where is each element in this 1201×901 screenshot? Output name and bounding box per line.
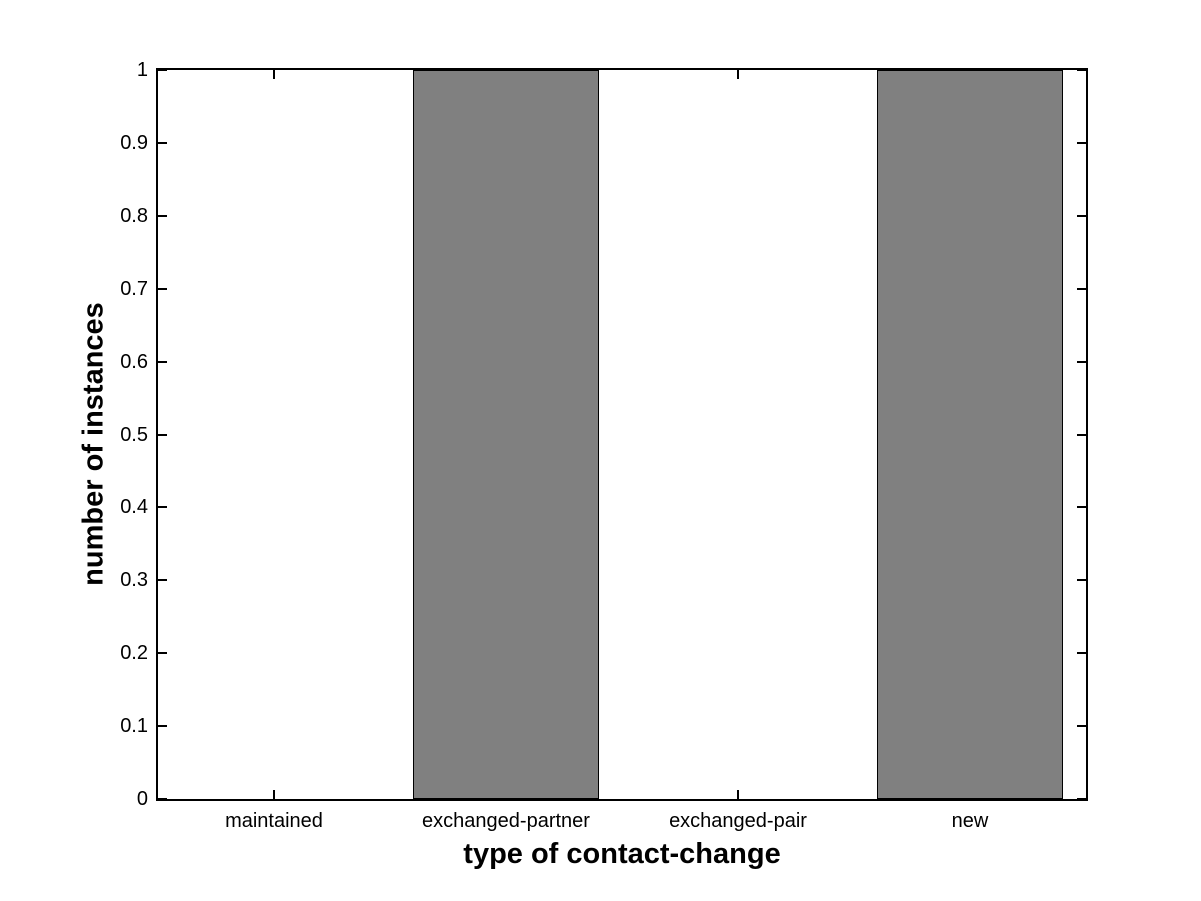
y-tick-left xyxy=(158,798,167,799)
y-tick-right xyxy=(1077,287,1086,290)
y-tick-left xyxy=(158,287,167,290)
y-tick-left xyxy=(158,652,167,655)
y-tick-right xyxy=(1077,725,1086,728)
x-tick-label-exchanged-pair: exchanged-pair xyxy=(669,810,807,832)
x-tick-top xyxy=(737,70,739,79)
y-axis-label: number of instances xyxy=(77,302,110,586)
y-tick-label: 0.4 xyxy=(120,496,148,519)
x-tick-label-maintained: maintained xyxy=(225,810,323,832)
bar-exchanged-partner xyxy=(413,70,599,799)
plot-inner-area xyxy=(158,70,1086,799)
y-tick-right xyxy=(1077,506,1086,509)
y-tick-left xyxy=(158,141,167,144)
y-tick-label: 0.8 xyxy=(120,204,148,227)
y-tick-label: 0.1 xyxy=(120,715,148,738)
x-axis-label: type of contact-change xyxy=(463,838,781,870)
y-tick-label: 0.3 xyxy=(120,569,148,592)
y-tick-right xyxy=(1077,360,1086,363)
x-tick-bottom xyxy=(273,790,275,799)
y-tick-right xyxy=(1077,798,1086,799)
y-tick-left xyxy=(158,725,167,728)
plot-area xyxy=(156,68,1088,801)
y-tick-left xyxy=(158,360,167,363)
y-tick-label: 0.2 xyxy=(120,642,148,665)
x-tick-label-new: new xyxy=(951,810,989,832)
y-tick-label: 0.5 xyxy=(120,423,148,446)
x-tick-top xyxy=(273,70,275,79)
y-tick-right xyxy=(1077,70,1086,71)
bar-new xyxy=(877,70,1063,799)
x-tick-bottom xyxy=(737,790,739,799)
y-tick-left xyxy=(158,70,167,71)
y-tick-label: 0.9 xyxy=(120,131,148,154)
y-tick-label: 0 xyxy=(136,788,148,810)
y-tick-right xyxy=(1077,214,1086,217)
y-tick-left xyxy=(158,506,167,509)
y-tick-label: 1 xyxy=(136,59,148,81)
y-tick-left xyxy=(158,433,167,436)
y-tick-right xyxy=(1077,652,1086,655)
y-tick-right xyxy=(1077,579,1086,582)
x-tick-label-exchanged-partner: exchanged-partner xyxy=(422,810,590,832)
y-tick-right xyxy=(1077,141,1086,144)
y-tick-right xyxy=(1077,433,1086,436)
y-tick-left xyxy=(158,214,167,217)
y-tick-label: 0.7 xyxy=(120,277,148,300)
y-tick-label: 0.6 xyxy=(120,350,148,373)
y-tick-left xyxy=(158,579,167,582)
